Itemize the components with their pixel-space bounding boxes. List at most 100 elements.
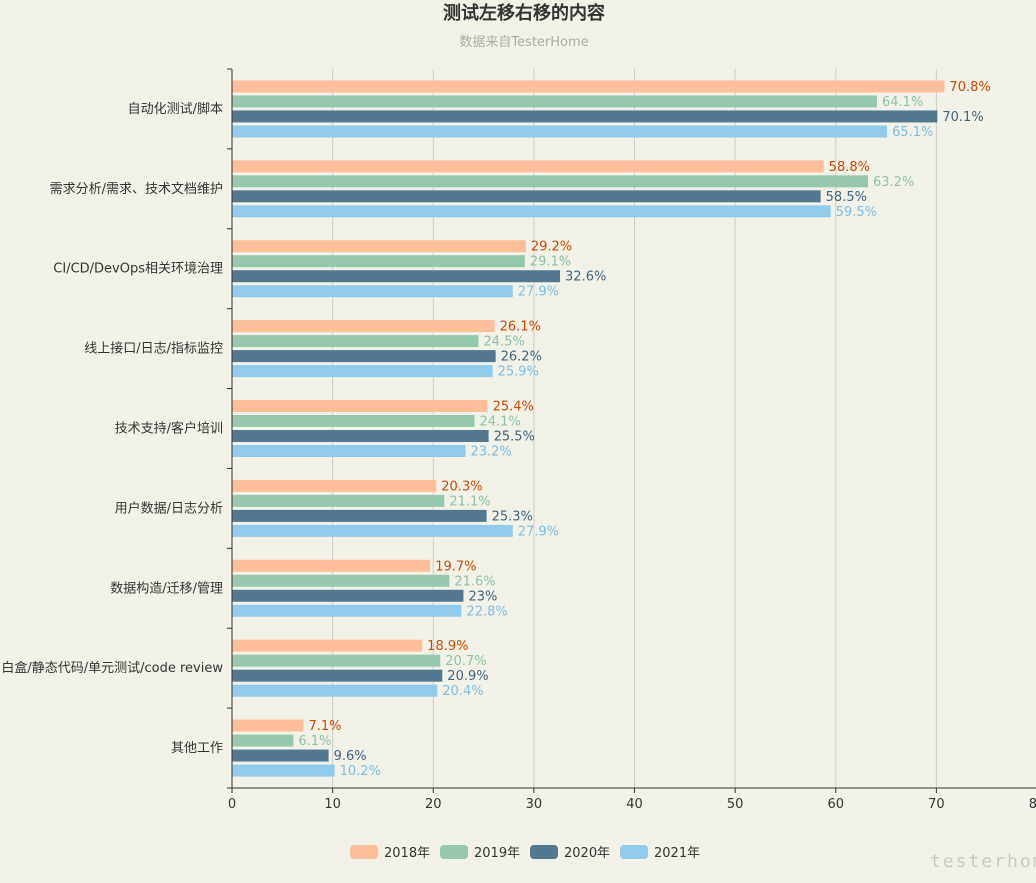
legend-item[interactable]: 2018年: [350, 845, 430, 861]
legend-swatch: [350, 845, 378, 859]
bar: [232, 684, 438, 697]
x-tick-label: 20: [425, 797, 442, 812]
bar-value-label: 26.2%: [501, 350, 542, 365]
bar-value-label: 27.9%: [518, 285, 559, 300]
x-tick-label: 0: [228, 797, 236, 812]
bar: [232, 589, 464, 602]
bar: [232, 175, 868, 188]
x-tick-label: 50: [727, 797, 744, 812]
bar-value-label: 20.7%: [445, 654, 486, 669]
chart-subtitle: 数据来自TesterHome: [459, 35, 588, 50]
legend-item[interactable]: 2019年: [440, 845, 520, 861]
x-tick-label: 30: [526, 797, 543, 812]
bar: [232, 205, 831, 218]
category-label: CI/CD/DevOps相关环境治理: [53, 262, 223, 277]
bar: [232, 669, 443, 682]
bar-value-label: 70.1%: [942, 110, 983, 125]
bar: [232, 430, 489, 442]
legend-label: 2021年: [654, 846, 700, 861]
bar-value-label: 25.4%: [493, 400, 534, 415]
bar: [232, 400, 488, 412]
watermark: testerhome: [930, 851, 1036, 872]
category-label: 自动化测试/脚本: [128, 101, 223, 117]
category-label: 用户数据/日志分析: [115, 500, 223, 516]
bar-value-label: 20.9%: [447, 669, 488, 684]
bar: [232, 240, 526, 253]
legend-item[interactable]: 2020年: [530, 845, 610, 861]
x-tick-label: 70: [928, 797, 945, 812]
bar-value-label: 21.1%: [449, 494, 490, 509]
bar-value-label: 24.1%: [480, 415, 521, 430]
category-label: 技术支持/客户培训: [115, 421, 223, 437]
bar-value-label: 20.4%: [442, 684, 483, 699]
x-tick-label: 60: [827, 797, 844, 812]
bar-value-label: 7.1%: [308, 719, 341, 734]
bar: [232, 335, 479, 348]
bar: [232, 479, 437, 492]
legend-swatch: [530, 845, 558, 859]
bar-value-label: 25.5%: [494, 430, 535, 445]
bar: [232, 255, 525, 268]
bar-value-label: 25.9%: [498, 365, 539, 380]
bar: [232, 125, 888, 138]
category-label: 其他工作: [171, 741, 223, 756]
bar-value-label: 22.8%: [466, 604, 507, 619]
bar-value-label: 20.3%: [441, 479, 482, 494]
bar: [232, 350, 496, 363]
bar: [232, 639, 423, 652]
bar: [232, 320, 495, 333]
bar-value-label: 27.9%: [518, 524, 559, 539]
category-label: 需求分析/需求、技术文档维护: [50, 182, 223, 197]
bar: [232, 559, 431, 572]
legend-label: 2019年: [474, 846, 520, 861]
bar: [232, 285, 513, 298]
category-label: 白盒/静态代码/单元测试/code review: [1, 660, 223, 676]
bar-value-label: 59.5%: [836, 205, 877, 220]
bar: [232, 270, 561, 283]
bar: [232, 445, 466, 457]
grid-lines: [332, 69, 937, 788]
bar: [232, 654, 441, 667]
bar: [232, 365, 493, 378]
bar-value-label: 25.3%: [492, 509, 533, 524]
bar: [232, 719, 304, 732]
bar: [232, 749, 329, 762]
bar-value-label: 65.1%: [892, 125, 933, 140]
bar: [232, 415, 475, 427]
bar: [232, 95, 878, 108]
legend-label: 2018年: [384, 846, 430, 861]
bar: [232, 524, 513, 537]
bar-value-label: 63.2%: [873, 175, 914, 190]
bar-value-label: 58.5%: [826, 190, 867, 205]
bar: [232, 494, 445, 507]
category-label: 线上接口/日志/指标监控: [84, 341, 223, 357]
bar: [232, 604, 462, 617]
bar-value-label: 23%: [468, 589, 497, 604]
chart-title: 测试左移右移的内容: [443, 2, 605, 24]
bar: [232, 110, 938, 123]
bar: [232, 509, 487, 522]
legend-item[interactable]: 2021年: [620, 845, 700, 861]
bar: [232, 734, 294, 747]
bar-value-label: 18.9%: [427, 639, 468, 654]
category-label: 数据构造/迁移/管理: [110, 581, 223, 596]
bar-value-label: 10.2%: [340, 764, 381, 779]
bar-value-label: 70.8%: [949, 80, 990, 95]
bar-value-label: 29.2%: [531, 240, 572, 255]
legend[interactable]: 2018年 2019年 2020年 2021年: [350, 845, 700, 861]
bar-value-label: 19.7%: [435, 559, 476, 574]
bar-value-label: 64.1%: [882, 95, 923, 110]
bar-value-label: 58.8%: [829, 160, 870, 175]
bar-value-label: 21.6%: [454, 574, 495, 589]
bar: [232, 764, 335, 777]
bar-value-label: 6.1%: [298, 734, 331, 749]
bars: 70.8% 64.1% 70.1% 65.1% 58.8%63.2% 58.5%59.5%…: [232, 80, 991, 779]
bar: [232, 190, 821, 203]
x-tick-label: 80: [1029, 797, 1036, 812]
bar-value-label: 32.6%: [565, 270, 606, 285]
x-tick-label: 40: [626, 797, 643, 812]
bar-value-label: 24.5%: [484, 335, 525, 350]
bar-value-label: 26.1%: [500, 320, 541, 335]
